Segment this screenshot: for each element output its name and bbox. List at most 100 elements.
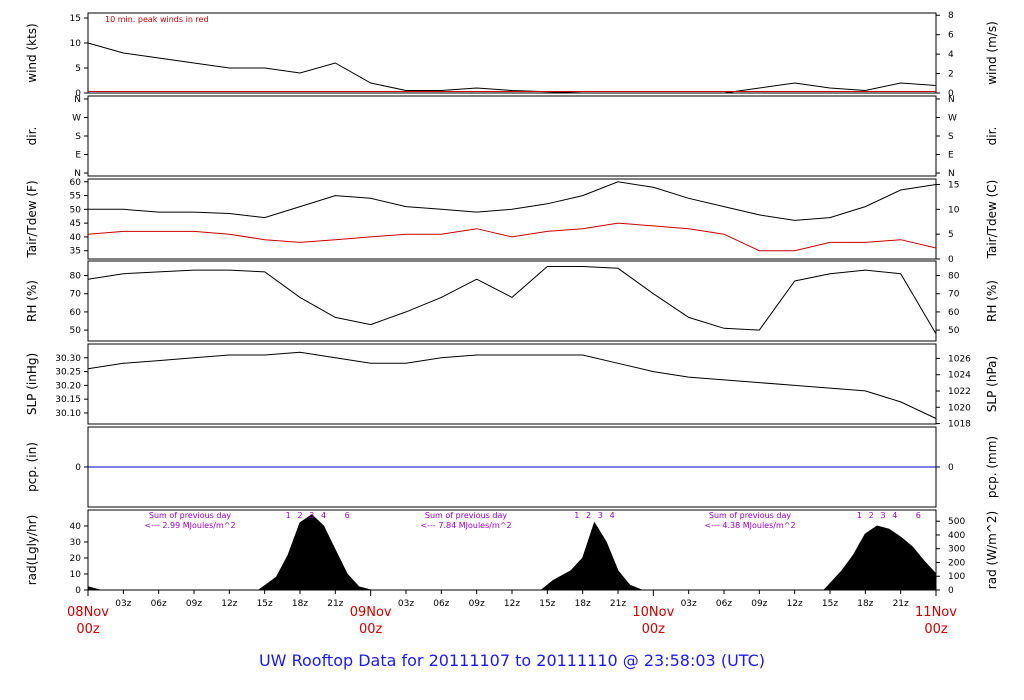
y-tick-label-left: 30.25 bbox=[55, 368, 81, 378]
solar-hour-marker: 3 bbox=[309, 511, 314, 520]
x-axis: 03z 06z 09z 12z 15z 18z 21z 03z 06z 09z 12z 15z 18z 2… bbox=[67, 590, 957, 637]
x-tick-label: 21z bbox=[610, 599, 626, 609]
y-tick-label-left: 50 bbox=[70, 326, 82, 336]
y-tick-label-right: 0 bbox=[948, 463, 954, 473]
y-axis-label-right: pcp. (mm) bbox=[985, 436, 999, 498]
x-tick-label: 18z bbox=[575, 599, 591, 609]
x-day-label: 09Nov bbox=[350, 605, 392, 620]
y-tick-label-left: N bbox=[74, 169, 81, 179]
y-tick-label-left: E bbox=[75, 151, 81, 161]
daily-sum-title: Sum of previous day bbox=[149, 511, 231, 520]
y-tick-label-right: 2 bbox=[948, 70, 954, 80]
x-tick-label: 12z bbox=[787, 599, 803, 609]
x-tick-label: 18z bbox=[292, 599, 308, 609]
panel-slp: 30.10 30.15 30.20 30.25 30.30 1018 1020 1022 102… bbox=[25, 343, 999, 430]
panel-frame bbox=[87, 260, 937, 342]
panel-frame bbox=[87, 343, 937, 425]
y-axis-label-left: SLP (inHg) bbox=[25, 353, 39, 415]
y-tick-label-left: 30.10 bbox=[55, 409, 81, 419]
daily-sum-title: Sum of previous day bbox=[709, 511, 791, 520]
y-tick-label-left: 5 bbox=[75, 64, 81, 74]
solar-hour-marker: 1 bbox=[857, 511, 862, 520]
y-tick-label-left: 40 bbox=[70, 522, 82, 532]
y-tick-label-right: W bbox=[948, 114, 957, 124]
y-tick-label-right: 200 bbox=[948, 558, 965, 568]
y-tick-label-left: 20 bbox=[70, 554, 82, 564]
y-tick-label-left: 0 bbox=[75, 463, 81, 473]
x-tick-label: 06z bbox=[433, 599, 449, 609]
rh-series-line bbox=[87, 266, 937, 334]
y-tick-label-right: S bbox=[948, 132, 954, 142]
y-tick-label-right: 5 bbox=[948, 230, 954, 240]
panel-frame bbox=[87, 178, 937, 260]
y-tick-label-right: 70 bbox=[948, 290, 960, 300]
y-tick-label-left: 10 bbox=[70, 570, 82, 580]
y-tick-label-right: 6 bbox=[948, 31, 954, 41]
x-day-label: 08Nov bbox=[67, 605, 109, 620]
y-tick-label-right: 100 bbox=[948, 572, 965, 582]
y-axis-label-left: dir. bbox=[25, 127, 39, 146]
x-tick-label: 06z bbox=[151, 599, 167, 609]
y-tick-label-left: 35 bbox=[70, 247, 81, 257]
y-tick-label-left: 0 bbox=[75, 89, 81, 99]
y-tick-label-right: N bbox=[948, 169, 955, 179]
solar-hour-marker: 3 bbox=[598, 511, 603, 520]
daily-sum-value: <--- 2.99 MJoules/m^2 bbox=[144, 521, 235, 530]
y-tick-label-left: 60 bbox=[70, 178, 82, 188]
y-tick-label-right: 0 bbox=[948, 586, 954, 596]
solar-hour-marker: 6 bbox=[916, 511, 921, 520]
y-tick-label-right: 300 bbox=[948, 545, 965, 555]
x-tick-label: 03z bbox=[398, 599, 414, 609]
x-tick-label: 15z bbox=[822, 599, 838, 609]
y-tick-label-right: 400 bbox=[948, 531, 965, 541]
y-tick-label-left: 40 bbox=[70, 233, 82, 243]
x-tick-label: 15z bbox=[539, 599, 555, 609]
x-tick-label: 03z bbox=[681, 599, 697, 609]
y-tick-label-right: 1020 bbox=[948, 403, 971, 413]
y-axis-label-right: rad (W/m^2) bbox=[985, 511, 999, 589]
y-axis-label-left: RH (%) bbox=[25, 280, 39, 322]
y-axis-label-right: dir. bbox=[985, 127, 999, 146]
y-tick-label-left: 70 bbox=[70, 290, 82, 300]
y-tick-label-right: 1022 bbox=[948, 387, 971, 397]
solar-hour-marker: 6 bbox=[345, 511, 350, 520]
y-tick-label-left: 30.30 bbox=[55, 354, 81, 364]
solar-hour-marker: 1 bbox=[286, 511, 291, 520]
y-tick-label-right: 8 bbox=[948, 11, 954, 21]
y-axis-label-left: wind (kts) bbox=[25, 23, 39, 82]
y-tick-label-left: 30.20 bbox=[55, 381, 81, 391]
panel-temperature: 35 40 45 50 55 60 0 5 10 15 Tair/Tdew (F) Tair/Tdew… bbox=[25, 178, 999, 265]
x-tick-label: 06z bbox=[716, 599, 732, 609]
y-tick-label-right: N bbox=[948, 95, 955, 105]
y-tick-label-right: 15 bbox=[948, 181, 959, 191]
x-day-hour-label: 00z bbox=[924, 622, 948, 637]
y-axis-label-right: RH (%) bbox=[985, 280, 999, 322]
tair-series-line bbox=[88, 181, 937, 221]
y-tick-label-right: 500 bbox=[948, 517, 965, 527]
x-tick-label: 21z bbox=[893, 599, 909, 609]
y-tick-label-left: 80 bbox=[70, 272, 82, 282]
solar-hour-marker: 3 bbox=[880, 511, 885, 520]
solar-hour-marker: 4 bbox=[610, 511, 615, 520]
radiation-area bbox=[87, 514, 937, 591]
y-tick-label-left: S bbox=[75, 132, 81, 142]
x-tick-label: 15z bbox=[257, 599, 273, 609]
panel-pcp: 0 0 pcp. (in) pcp. (mm) bbox=[25, 426, 999, 508]
y-tick-label-right: 4 bbox=[948, 50, 954, 60]
solar-hour-marker: 1 bbox=[574, 511, 579, 520]
y-tick-label-left: 50 bbox=[70, 205, 82, 215]
wind-annotation: 10 min. peak winds in red bbox=[105, 15, 209, 24]
solar-hour-marker: 4 bbox=[321, 511, 326, 520]
y-tick-label-left: 15 bbox=[70, 14, 81, 24]
y-axis-label-left: rad(Lgly/hr) bbox=[25, 515, 39, 586]
x-day-label: 11Nov bbox=[915, 605, 957, 620]
y-axis-label-right: SLP (hPa) bbox=[985, 356, 999, 412]
chart-title: UW Rooftop Data for 20111107 to 20111110… bbox=[259, 651, 765, 670]
y-tick-label-left: 0 bbox=[75, 586, 81, 596]
y-tick-label-right: 50 bbox=[948, 326, 960, 336]
x-day-hour-label: 00z bbox=[76, 622, 100, 637]
